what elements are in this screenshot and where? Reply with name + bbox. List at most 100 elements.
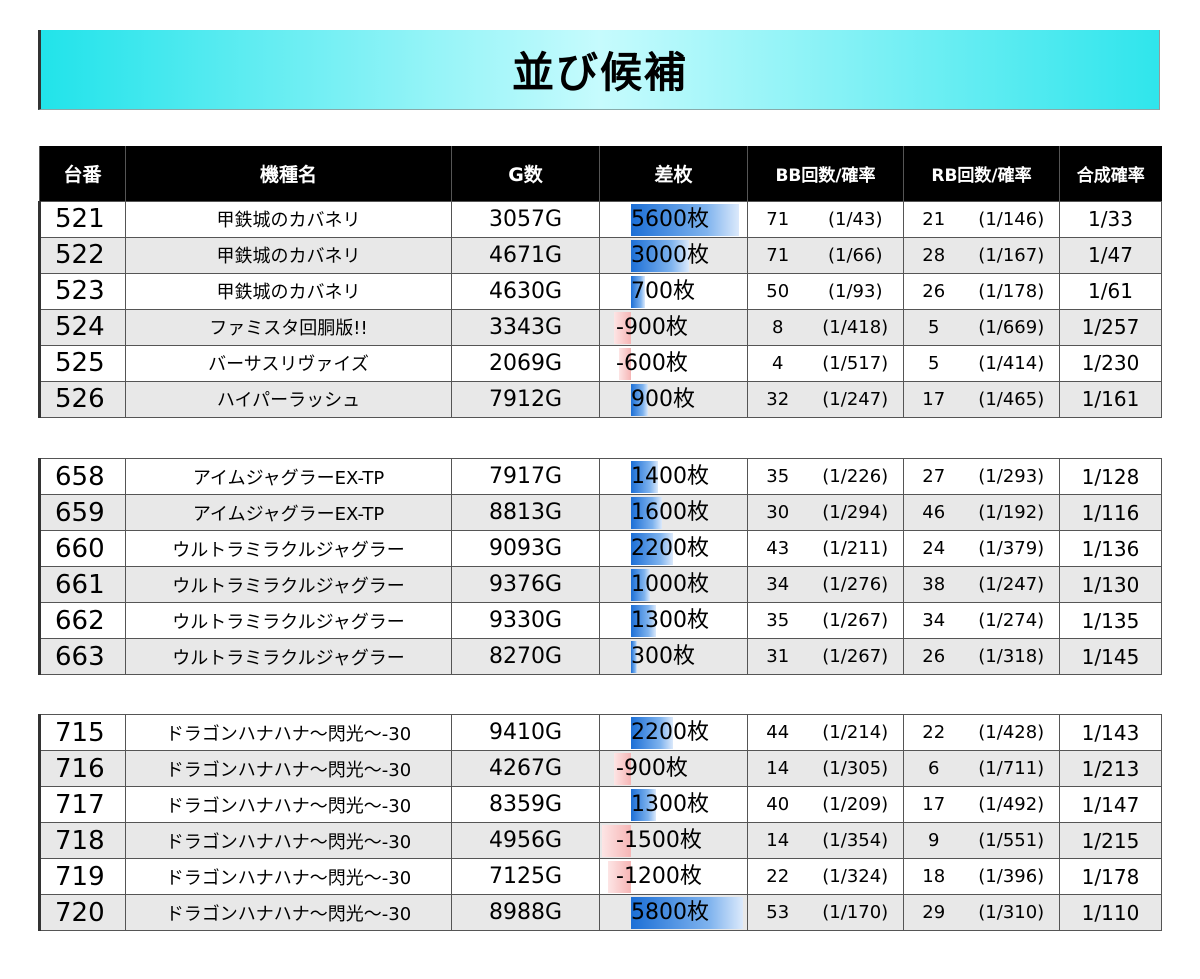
rb-probability-cell: (1/379) xyxy=(963,530,1060,567)
positive-difference-bar xyxy=(631,569,650,601)
bb-probability-cell: (1/226) xyxy=(807,458,904,495)
table-row: 659 アイムジャグラーEX-TP 8813G 1600枚 30 (1/294) 46 (1/… xyxy=(38,494,1162,531)
bb-probability-cell: (1/324) xyxy=(807,858,904,895)
games-cell: 8270G xyxy=(451,638,600,675)
machine-number-cell: 715 xyxy=(38,714,126,751)
difference-cell: 1300枚 xyxy=(599,602,748,639)
bb-count-cell: 14 xyxy=(747,750,808,787)
bb-probability-cell: (1/170) xyxy=(807,894,904,931)
negative-difference-bar xyxy=(602,825,631,857)
machine-number-cell: 524 xyxy=(38,308,126,346)
rb-count-cell: 29 xyxy=(903,894,964,931)
machine-name-cell: アイムジャグラーEX-TP xyxy=(125,458,452,495)
rb-count-cell: 46 xyxy=(903,494,964,531)
rb-probability-cell: (1/310) xyxy=(963,894,1060,931)
combined-probability-cell: 1/116 xyxy=(1059,494,1162,531)
machine-name-cell: ドラゴンハナハナ～閃光～-30 xyxy=(125,750,452,787)
bb-count-cell: 35 xyxy=(747,602,808,639)
machine-number-cell: 660 xyxy=(38,530,126,567)
machine-name-cell: ドラゴンハナハナ～閃光～-30 xyxy=(125,822,452,859)
candidate-table-group-3: 715 ドラゴンハナハナ～閃光～-30 9410G 2200枚 44 (1/214) 22(… xyxy=(38,714,1162,931)
rb-probability-cell: (1/293) xyxy=(963,458,1060,495)
candidate-table-group-2: 658 アイムジャグラーEX-TP 7917G 1400枚 35 (1/226) 27 (1/… xyxy=(38,458,1162,675)
games-cell: 3343G xyxy=(451,308,600,346)
games-cell: 9093G xyxy=(451,530,600,567)
difference-value: -600枚 xyxy=(616,350,688,376)
combined-probability-cell: 1/257 xyxy=(1059,308,1163,346)
rb-count-cell: 9 xyxy=(903,822,964,859)
negative-difference-bar xyxy=(614,311,631,344)
rb-probability-cell: (1/465) xyxy=(963,380,1061,418)
positive-difference-bar xyxy=(631,461,658,493)
combined-probability-cell: 1/178 xyxy=(1059,858,1162,895)
machine-name-cell: アイムジャグラーEX-TP xyxy=(125,494,452,531)
bb-count-cell: 31 xyxy=(747,638,808,675)
table-row: 522 甲鉄城のカバネリ 4671G 3000枚 71 (1/66) 28 (1/167) 1/… xyxy=(38,236,1163,274)
bb-probability-cell: (1/211) xyxy=(807,530,904,567)
bb-probability-cell: (1/267) xyxy=(807,638,904,675)
machine-name-cell: ハイパーラッシュ xyxy=(125,380,452,418)
difference-value: 1300枚 xyxy=(631,792,709,817)
bb-probability-cell: (1/294) xyxy=(807,494,904,531)
games-cell: 3057G xyxy=(451,200,600,238)
bb-count-cell: 22 xyxy=(747,858,808,895)
difference-cell: 1600枚 xyxy=(599,494,748,531)
difference-cell: 2200枚 xyxy=(599,530,748,567)
machine-number-cell: 525 xyxy=(38,344,126,382)
bb-probability-cell: (1/93) xyxy=(807,272,904,310)
machine-name-cell: 甲鉄城のカバネリ xyxy=(125,200,452,238)
rb-count-cell: 21 xyxy=(903,200,964,238)
table-row: 720 ドラゴンハナハナ～閃光～-30 8988G 5800枚 53 (1/170) 29(… xyxy=(38,894,1162,931)
positive-difference-bar xyxy=(631,717,673,749)
combined-probability-cell: 1/130 xyxy=(1059,566,1162,603)
positive-difference-bar xyxy=(631,605,656,637)
bb-probability-cell: (1/209) xyxy=(807,786,904,823)
positive-difference-bar xyxy=(631,275,645,308)
machine-number-cell: 521 xyxy=(38,200,126,238)
machine-number-cell: 526 xyxy=(38,380,126,418)
difference-cell: 900枚 xyxy=(599,380,748,418)
games-cell: 9376G xyxy=(451,566,600,603)
machine-name-cell: ドラゴンハナハナ～閃光～-30 xyxy=(125,858,452,895)
bb-count-cell: 50 xyxy=(747,272,808,310)
combined-probability-cell: 1/110 xyxy=(1059,894,1162,931)
header-difference: 差枚 xyxy=(599,146,748,201)
combined-probability-cell: 1/128 xyxy=(1059,458,1162,495)
rb-probability-cell: (1/551) xyxy=(963,822,1060,859)
games-cell: 8988G xyxy=(451,894,600,931)
difference-value: 1300枚 xyxy=(631,608,709,633)
difference-value: 1400枚 xyxy=(631,464,709,489)
difference-cell: 700枚 xyxy=(599,272,748,310)
header-machine-name: 機種名 xyxy=(125,146,452,201)
bb-probability-cell: (1/517) xyxy=(807,344,904,382)
rb-probability-cell: (1/274) xyxy=(963,602,1060,639)
rb-count-cell: 18 xyxy=(903,858,964,895)
bb-count-cell: 4 xyxy=(747,344,808,382)
difference-cell: -1200枚 xyxy=(599,858,748,895)
rb-probability-cell: (1/247) xyxy=(963,566,1060,603)
header-games: G数 xyxy=(451,146,600,201)
difference-value: 300枚 xyxy=(631,644,695,669)
difference-cell: 3000枚 xyxy=(599,236,748,274)
rb-count-cell: 27 xyxy=(903,458,964,495)
machine-name-cell: ドラゴンハナハナ～閃光～-30 xyxy=(125,894,452,931)
machine-name-cell: ウルトラミラクルジャグラー xyxy=(125,602,452,639)
page-title: 並び候補 xyxy=(511,48,688,97)
machine-number-cell: 523 xyxy=(38,272,126,310)
difference-value: 3000枚 xyxy=(631,242,709,268)
rb-probability-cell: (1/414) xyxy=(963,344,1061,382)
difference-value: 900枚 xyxy=(631,386,695,412)
table-row: 716 ドラゴンハナハナ～閃光～-30 4267G -900枚 14 (1/305) 6 (1… xyxy=(38,750,1162,787)
difference-value: -900枚 xyxy=(616,756,688,781)
combined-probability-cell: 1/47 xyxy=(1059,236,1163,274)
games-cell: 4630G xyxy=(451,272,600,310)
combined-probability-cell: 1/161 xyxy=(1059,380,1163,418)
table-row: 661 ウルトラミラクルジャグラー 9376G 1000枚 34 (1/276) 38 (1/… xyxy=(38,566,1162,603)
table-row: 717 ドラゴンハナハナ～閃光～-30 8359G 1300枚 40 (1/209) 17(… xyxy=(38,786,1162,823)
rb-probability-cell: (1/167) xyxy=(963,236,1061,274)
header-combined: 合成確率 xyxy=(1059,146,1162,201)
games-cell: 2069G xyxy=(451,344,600,382)
bb-count-cell: 35 xyxy=(747,458,808,495)
rb-count-cell: 17 xyxy=(903,380,964,418)
negative-difference-bar xyxy=(614,753,631,785)
